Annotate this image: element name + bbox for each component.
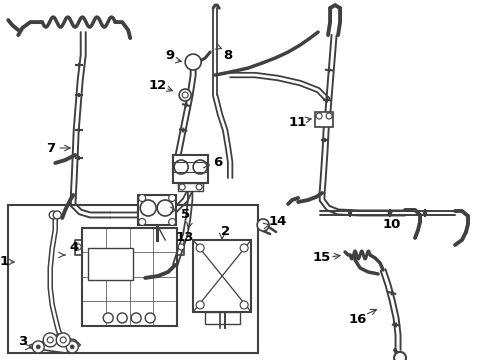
Circle shape [131, 313, 141, 323]
Circle shape [47, 337, 53, 343]
Circle shape [60, 337, 66, 343]
Text: 15: 15 [312, 251, 330, 265]
Text: 10: 10 [382, 219, 401, 231]
Text: 14: 14 [268, 216, 287, 229]
Circle shape [117, 313, 127, 323]
Circle shape [36, 345, 40, 349]
Circle shape [179, 89, 191, 101]
Text: 9: 9 [165, 49, 174, 62]
Circle shape [75, 244, 81, 250]
Text: 11: 11 [288, 116, 306, 129]
Circle shape [393, 352, 405, 360]
Circle shape [43, 333, 57, 347]
Circle shape [178, 244, 184, 250]
Bar [173, 155, 208, 183]
Text: 6: 6 [213, 156, 223, 168]
Text: 3: 3 [18, 336, 27, 348]
Circle shape [196, 301, 203, 309]
Circle shape [196, 184, 202, 190]
Circle shape [59, 334, 67, 342]
Circle shape [257, 219, 268, 231]
Circle shape [66, 341, 78, 353]
Circle shape [179, 184, 185, 190]
Bar [314, 112, 332, 127]
Bar [88, 248, 133, 280]
Text: 8: 8 [223, 49, 232, 62]
Circle shape [56, 333, 70, 347]
Circle shape [174, 160, 188, 174]
Circle shape [315, 113, 322, 119]
Circle shape [139, 194, 145, 202]
Circle shape [240, 244, 247, 252]
Bar [193, 240, 251, 312]
Bar [8, 205, 258, 353]
Circle shape [32, 341, 44, 353]
Circle shape [193, 160, 207, 174]
Bar [82, 228, 177, 326]
Circle shape [196, 244, 203, 252]
Circle shape [55, 334, 63, 342]
Text: 4: 4 [69, 242, 79, 255]
Circle shape [240, 301, 247, 309]
Circle shape [70, 345, 74, 349]
Bar [178, 183, 203, 191]
Text: 16: 16 [348, 314, 366, 327]
Circle shape [185, 54, 201, 70]
Circle shape [168, 194, 175, 202]
Circle shape [168, 219, 175, 225]
Text: 1: 1 [0, 256, 9, 269]
Text: 13: 13 [176, 231, 194, 244]
Circle shape [140, 200, 156, 216]
Bar [138, 195, 176, 225]
Text: 12: 12 [149, 78, 167, 91]
Bar [205, 312, 240, 324]
Circle shape [49, 211, 57, 219]
Text: 2: 2 [220, 225, 229, 238]
Circle shape [53, 211, 61, 219]
Circle shape [325, 113, 331, 119]
Circle shape [182, 92, 188, 98]
Text: 7: 7 [45, 141, 55, 154]
Text: 5: 5 [180, 208, 189, 221]
Circle shape [103, 313, 113, 323]
Circle shape [139, 219, 145, 225]
Circle shape [145, 313, 155, 323]
Circle shape [157, 200, 173, 216]
